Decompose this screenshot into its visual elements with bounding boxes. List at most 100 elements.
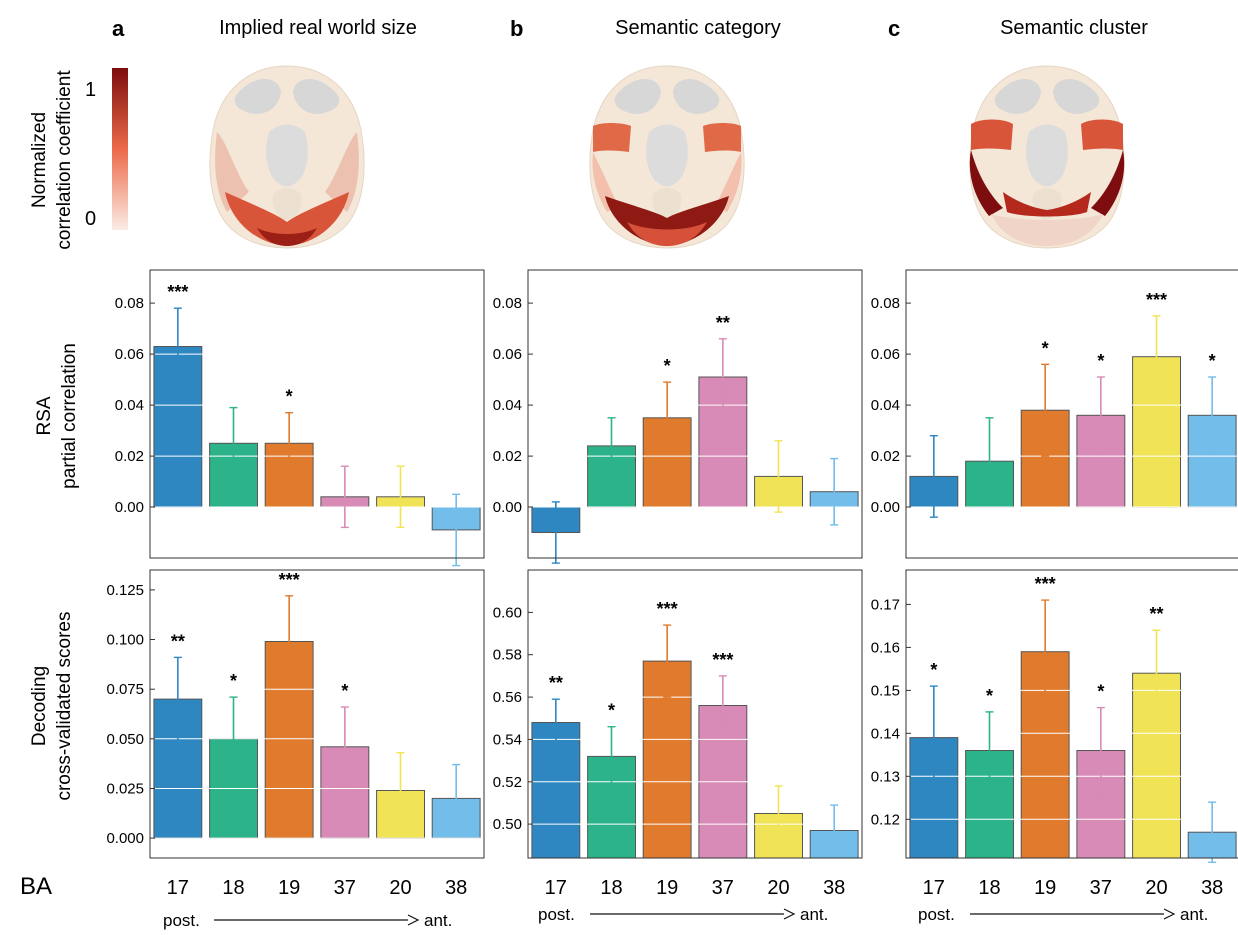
y-tick-label: 0.06 — [493, 346, 522, 363]
y-tick-label: 0.12 — [871, 811, 900, 828]
y-tick-label: 0.000 — [106, 830, 144, 847]
significance-label: *** — [712, 650, 733, 670]
significance-label: * — [1097, 682, 1104, 702]
significance-label: *** — [657, 599, 678, 619]
plot-frame — [905, 269, 1238, 559]
y-tick-label: 0.50 — [493, 816, 522, 833]
y-tick-label: 0.04 — [871, 397, 900, 414]
y-tick-label: 0.00 — [493, 499, 522, 516]
y-tick-label: 0.02 — [871, 448, 900, 465]
direction-arrowhead-a — [407, 914, 420, 926]
direction-arrowhead-b — [783, 908, 796, 920]
x-tick-label: 18 — [978, 877, 1000, 899]
significance-label: *** — [1146, 290, 1167, 310]
x-tick-label: 18 — [222, 877, 244, 899]
brain-render-c — [969, 65, 1125, 249]
x-tick-label: 19 — [278, 877, 300, 899]
significance-label: * — [986, 686, 993, 706]
x-tick-label: 20 — [767, 877, 789, 899]
x-tick-label: 17 — [545, 877, 567, 899]
significance-label: *** — [167, 282, 188, 302]
y-tick-label: 0.00 — [871, 499, 900, 516]
direction-arrow-b: post. ant. — [538, 905, 828, 924]
panel-letter-a: a — [112, 16, 125, 41]
chart-rsa-semantic-cluster: ******0.000.020.040.060.08 — [871, 269, 1238, 559]
y-tick-label: 0.125 — [106, 582, 144, 599]
brain-render-a — [209, 65, 365, 249]
panel-title-b: Semantic category — [615, 17, 781, 39]
y-tick-label: 0.08 — [871, 295, 900, 312]
significance-label: ** — [549, 673, 563, 693]
significance-label: * — [1097, 351, 1104, 371]
direction-start-a: post. — [163, 911, 200, 930]
x-tick-label: 17 — [167, 877, 189, 899]
significance-label: * — [930, 660, 937, 680]
row-label-rsa-line2: partial correlation — [59, 343, 80, 489]
significance-label: ** — [716, 313, 730, 333]
y-tick-label: 0.050 — [106, 731, 144, 748]
colorbar — [112, 68, 128, 230]
plot-frame — [905, 569, 1238, 859]
y-tick-label: 0.08 — [493, 295, 522, 312]
y-tick-label: 0.58 — [493, 647, 522, 664]
y-tick-label: 0.54 — [493, 731, 522, 748]
colorbar-min-label: 0 — [85, 208, 96, 230]
colorbar-title-line2: correlation coefficient — [54, 70, 75, 250]
y-tick-label: 0.100 — [106, 632, 144, 649]
direction-arrow-c: post. ant. — [918, 905, 1208, 924]
y-tick-label: 0.02 — [493, 448, 522, 465]
y-tick-label: 0.15 — [871, 682, 900, 699]
significance-label: *** — [1035, 574, 1056, 594]
y-tick-label: 0.075 — [106, 681, 144, 698]
y-tick-label: 0.06 — [871, 346, 900, 363]
direction-end-c: ant. — [1180, 905, 1208, 924]
plot-frame — [149, 269, 485, 559]
chart-rsa-semantic-category: ***0.000.020.040.060.08 — [493, 269, 863, 564]
y-tick-label: 0.14 — [871, 725, 900, 742]
y-tick-label: 0.04 — [115, 397, 144, 414]
x-tick-label: 17 — [923, 877, 945, 899]
significance-label: * — [608, 701, 615, 721]
y-tick-label: 0.025 — [106, 781, 144, 798]
chart-rsa-implied-size: ****0.000.020.040.060.08 — [115, 269, 485, 567]
direction-start-b: post. — [538, 905, 575, 924]
x-tick-label: 38 — [445, 877, 467, 899]
panel-title-a: Implied real world size — [219, 17, 417, 39]
plot-frame — [527, 269, 863, 559]
significance-label: *** — [279, 570, 300, 590]
direction-end-a: ant. — [424, 911, 452, 930]
direction-arrowhead-c — [1163, 908, 1176, 920]
x-tick-label: 37 — [1090, 877, 1112, 899]
direction-end-b: ant. — [800, 905, 828, 924]
y-tick-label: 0.52 — [493, 774, 522, 791]
y-tick-label: 0.02 — [115, 448, 144, 465]
brain-render-b — [589, 65, 745, 249]
panel-letter-c: c — [888, 16, 900, 41]
significance-label: * — [341, 681, 348, 701]
x-tick-label: 38 — [823, 877, 845, 899]
panel-title-c: Semantic cluster — [1000, 17, 1148, 39]
x-tick-label: 19 — [656, 877, 678, 899]
significance-label: * — [1209, 351, 1216, 371]
significance-label: * — [664, 356, 671, 376]
x-tick-label: 37 — [712, 877, 734, 899]
colorbar-max-label: 1 — [85, 79, 96, 101]
row-label-decoding-line1: Decoding — [29, 666, 50, 746]
colorbar-title-line1: Normalized — [29, 112, 50, 208]
x-tick-label: 20 — [1145, 877, 1167, 899]
x-tick-label: 38 — [1201, 877, 1223, 899]
y-tick-label: 0.13 — [871, 768, 900, 785]
direction-arrow-a: post. ant. — [163, 911, 452, 930]
significance-label: ** — [171, 631, 185, 651]
direction-start-c: post. — [918, 905, 955, 924]
x-tick-label: 20 — [389, 877, 411, 899]
plot-frame — [527, 569, 863, 859]
y-tick-label: 0.06 — [115, 346, 144, 363]
significance-label: * — [286, 387, 293, 407]
y-tick-label: 0.56 — [493, 689, 522, 706]
x-tick-label: 37 — [334, 877, 356, 899]
